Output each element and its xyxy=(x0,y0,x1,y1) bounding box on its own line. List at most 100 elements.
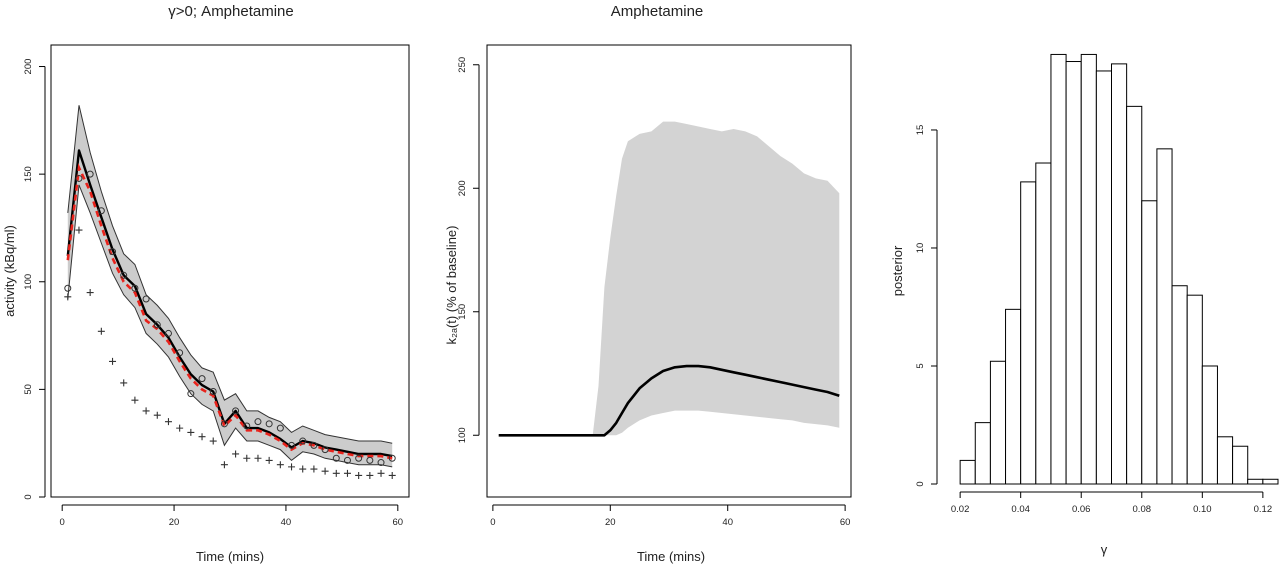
plus-point xyxy=(355,471,363,479)
histogram-bar xyxy=(1141,200,1158,485)
histogram-bar xyxy=(1216,436,1234,485)
plus-point xyxy=(276,461,284,469)
plus-point xyxy=(343,469,351,477)
circle-point xyxy=(75,174,83,182)
panel3-y-axis: 0 5 10 15 xyxy=(915,125,938,487)
plus-point xyxy=(142,407,150,415)
circle-point xyxy=(310,441,318,449)
panel3-histogram xyxy=(959,53,1279,485)
circle-point xyxy=(109,248,117,256)
circle-point xyxy=(299,437,307,445)
circle-point xyxy=(120,271,128,279)
y-tick-label: 15 xyxy=(915,125,926,136)
panel2-x-axis: 0 20 40 60 xyxy=(490,504,851,528)
x-tick-label: 0.12 xyxy=(1254,504,1273,515)
circle-point xyxy=(288,441,296,449)
circle-point xyxy=(97,207,105,215)
x-tick-label: 0.10 xyxy=(1193,504,1212,515)
panel2-y-axis-label: k₂ₐ(t) (% of baseline) xyxy=(444,226,459,345)
circle-point xyxy=(209,388,217,396)
panel1-title: γ>0; Amphetamine xyxy=(168,3,294,20)
panel1-credible-band xyxy=(67,105,393,468)
plus-point xyxy=(388,471,396,479)
histogram-bar xyxy=(959,459,976,485)
histogram-bar xyxy=(1080,53,1097,485)
plus-point xyxy=(75,226,83,234)
circle-point xyxy=(254,418,262,426)
plus-point xyxy=(131,396,139,404)
panel2-y-axis: 100 150 200 250 xyxy=(457,57,480,443)
x-tick-label: 0.02 xyxy=(951,504,970,515)
x-tick-label: 0 xyxy=(60,517,65,528)
y-tick-label: 100 xyxy=(23,274,34,290)
plus-point xyxy=(120,379,128,387)
circle-point xyxy=(142,295,150,303)
x-tick-label: 60 xyxy=(840,517,851,528)
plus-point xyxy=(332,469,340,477)
histogram-bar xyxy=(1095,70,1113,485)
panel2-x-axis-label: Time (mins) xyxy=(637,549,705,564)
panel2-lines xyxy=(498,364,840,437)
circle-point xyxy=(164,329,172,337)
plus-point xyxy=(288,463,296,471)
plus-point xyxy=(86,289,94,297)
credible-band-area xyxy=(498,121,840,436)
plus-point xyxy=(109,357,117,365)
panel1-y-axis: 0 50 100 150 200 xyxy=(23,59,46,500)
histogram-bar xyxy=(1005,308,1022,485)
circle-point xyxy=(388,454,396,462)
panel3-x-axis-label: γ xyxy=(1101,542,1108,557)
plus-point xyxy=(198,433,206,441)
plus-point xyxy=(164,418,172,426)
circle-point xyxy=(86,170,94,178)
x-tick-label: 40 xyxy=(722,517,733,528)
plus-point xyxy=(243,454,251,462)
plus-point xyxy=(366,471,374,479)
x-tick-label: 60 xyxy=(393,517,404,528)
y-tick-label: 250 xyxy=(457,57,468,73)
circle-point xyxy=(176,349,184,357)
circle-point xyxy=(343,456,351,464)
histogram-bar xyxy=(1232,445,1249,485)
plus-point xyxy=(310,465,318,473)
plus-point xyxy=(232,450,240,458)
histogram-bar xyxy=(1035,162,1052,485)
panel3-x-axis: 0.02 0.04 0.06 0.08 0.10 0.12 xyxy=(951,491,1273,515)
x-tick-label: 0.04 xyxy=(1011,504,1030,515)
plus-point xyxy=(97,327,105,335)
histogram-bar xyxy=(1111,63,1128,485)
plus-point xyxy=(176,424,184,432)
histogram-bar xyxy=(1262,478,1279,485)
plus-point xyxy=(265,456,273,464)
circle-point xyxy=(243,422,251,430)
histogram-bar xyxy=(1020,181,1037,485)
x-tick-label: 20 xyxy=(169,517,180,528)
x-tick-label: 0.06 xyxy=(1072,504,1091,515)
circle-point xyxy=(131,284,139,292)
plus-point xyxy=(299,465,307,473)
histogram-bar xyxy=(1171,285,1188,485)
x-tick-label: 40 xyxy=(281,517,292,528)
activity-panel: γ>0; Amphetamine 0 20 40 60 0 50 100 150 200 Ti… xyxy=(2,3,410,564)
circle-point xyxy=(198,375,206,383)
histogram-bar xyxy=(1186,294,1203,485)
histogram-bar xyxy=(974,422,991,485)
panel1-x-axis: 0 20 40 60 xyxy=(60,504,404,528)
plus-point xyxy=(254,454,262,462)
plus-point xyxy=(153,411,161,419)
circle-point xyxy=(321,446,329,454)
panel2-plot-frame xyxy=(486,44,852,498)
panel1-y-axis-label: activity (kBq/ml) xyxy=(2,225,17,317)
circle-point xyxy=(377,459,385,467)
y-tick-label: 10 xyxy=(915,243,926,254)
plus-point xyxy=(321,467,329,475)
histogram-bar xyxy=(1065,61,1082,485)
histogram-bar xyxy=(1201,365,1218,485)
circle-point xyxy=(355,454,363,462)
y-tick-label: 0 xyxy=(23,494,34,499)
histogram-bar xyxy=(1126,105,1143,485)
circle-point xyxy=(265,420,273,428)
y-tick-label: 5 xyxy=(915,363,926,368)
circle-point xyxy=(332,454,340,462)
